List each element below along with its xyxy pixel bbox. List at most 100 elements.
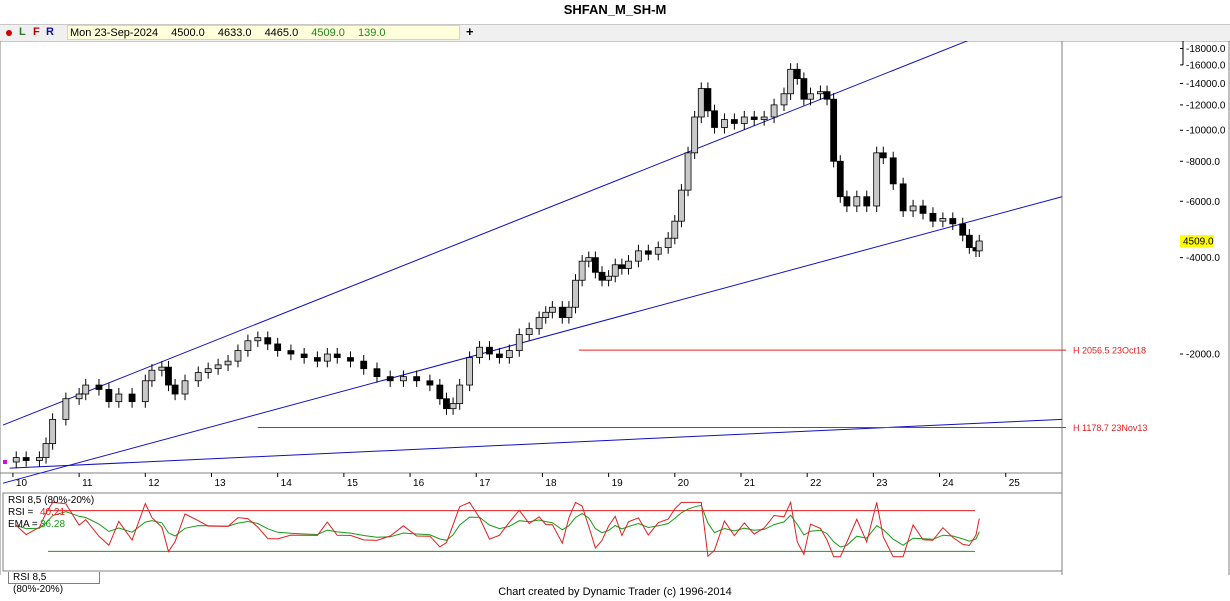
candle-up <box>585 257 593 262</box>
time-tick-label: 24 <box>943 478 955 489</box>
level-label: H 1178.7 23Nov13 <box>1073 423 1147 433</box>
candle-down <box>965 234 973 248</box>
quote-low: 4465.0 <box>264 27 299 39</box>
add-panel-icon[interactable]: + <box>466 24 474 39</box>
candle-down <box>558 306 566 318</box>
toolbar-button-f[interactable]: F <box>33 26 40 38</box>
candle-up <box>780 93 788 106</box>
candle-down <box>863 196 871 207</box>
rsi-value: 40.21 <box>40 507 65 518</box>
toolbar: L F R Mon 23-Sep-2024 4500.0 4633.0 4465… <box>0 24 1230 42</box>
candle-down <box>836 160 844 198</box>
candle-up <box>148 369 156 382</box>
candle-up <box>36 457 43 461</box>
candle-down <box>333 353 341 358</box>
candle-down <box>436 384 444 400</box>
channel-line-lower <box>9 418 1063 469</box>
candle-down <box>889 157 897 185</box>
candle-down <box>300 353 308 358</box>
candle-up <box>548 306 556 313</box>
candles-group <box>12 63 983 469</box>
candle-up <box>635 250 642 262</box>
start-marker <box>3 459 7 464</box>
candle-down <box>496 353 503 358</box>
price-tick-label: -6000.0 <box>1186 197 1220 208</box>
candle-down <box>22 457 30 461</box>
time-tick-label: 12 <box>148 478 160 489</box>
price-tick-label: -16000.0 <box>1186 60 1226 71</box>
candle-up <box>224 360 232 366</box>
candle-up <box>62 398 70 420</box>
candle-down <box>347 357 354 362</box>
candle-down <box>919 205 927 214</box>
candle-up <box>664 237 672 248</box>
time-tick-label: 17 <box>479 478 491 489</box>
quote-readout: Mon 23-Sep-2024 4500.0 4633.0 4465.0 450… <box>67 25 460 40</box>
candle-up <box>158 366 166 371</box>
candle-up <box>466 357 474 386</box>
rsi-header: RSI 8,5 (80%-20%) <box>8 495 94 506</box>
time-tick-label: 21 <box>744 478 756 489</box>
rsi-ema-line <box>16 504 980 548</box>
candle-up <box>254 337 262 342</box>
toolbar-button-l[interactable]: L <box>19 26 26 38</box>
rsi-value-label: RSI = <box>8 507 33 518</box>
time-tick-label: 25 <box>1009 478 1021 489</box>
candle-up <box>975 240 983 252</box>
last-price-label: 4509.0 <box>1183 236 1214 247</box>
candle-up <box>770 104 778 118</box>
candle-up <box>697 88 705 118</box>
rsi-panel-tab[interactable]: RSI 8,5 (80%-20%) <box>8 572 100 595</box>
candle-down <box>105 389 113 403</box>
candle-up <box>578 260 586 281</box>
candle-down <box>618 264 626 269</box>
candle-up <box>684 152 692 191</box>
footer-credit: Chart created by Dynamic Trader (c) 1996… <box>498 586 732 598</box>
chart-area[interactable]: -18000.0 -16000.0 -14000.0 -12000.0 -10000.0… <box>0 36 1230 575</box>
candle-up <box>505 350 513 358</box>
candle-down <box>644 250 652 255</box>
candle-up <box>525 328 533 335</box>
candle-up <box>204 368 212 373</box>
candle-up <box>49 418 57 445</box>
candle-up <box>605 275 613 281</box>
candle-up <box>721 119 728 128</box>
candle-down <box>95 384 103 390</box>
candle-up <box>671 220 679 239</box>
time-tick-label: 19 <box>612 478 624 489</box>
candle-up <box>12 457 20 463</box>
candle-up <box>181 380 189 395</box>
time-tick-label: 23 <box>876 478 888 489</box>
candle-down <box>929 212 937 222</box>
time-tick-label: 22 <box>810 478 822 489</box>
price-chart-svg: -18000.0 -16000.0 -14000.0 -12000.0 -10000.0… <box>0 36 1230 575</box>
candle-down <box>949 218 957 225</box>
candle-down <box>287 350 295 355</box>
candle-down <box>128 393 136 403</box>
candle-up <box>807 93 814 100</box>
ema-value-label: EMA = <box>8 519 38 530</box>
candle-down <box>823 91 831 100</box>
quote-high: 4633.0 <box>217 27 252 39</box>
quote-change: 139.0 <box>358 27 386 39</box>
time-tick-label: 16 <box>413 478 425 489</box>
toolbar-button-r[interactable]: R <box>46 26 54 38</box>
candle-down <box>959 223 967 236</box>
candle-down <box>843 196 851 207</box>
candle-up <box>234 350 242 362</box>
candle-down <box>879 152 887 159</box>
candle-down <box>274 343 282 351</box>
candle-up <box>194 372 202 382</box>
quote-close: 4509.0 <box>311 27 345 39</box>
time-tick-label: 18 <box>545 478 557 489</box>
candle-down <box>426 380 434 386</box>
candle-up <box>611 264 619 277</box>
price-tick-label: -8000.0 <box>1186 157 1220 168</box>
level-label: H 2056.5 23Oct18 <box>1073 346 1146 356</box>
price-tick-label: -18000.0 <box>1186 44 1226 55</box>
price-tick-label: -2000.0 <box>1186 350 1220 361</box>
candle-down <box>711 110 718 128</box>
record-dot-icon[interactable] <box>6 30 12 36</box>
candle-down <box>730 119 738 124</box>
candle-down <box>830 98 838 162</box>
